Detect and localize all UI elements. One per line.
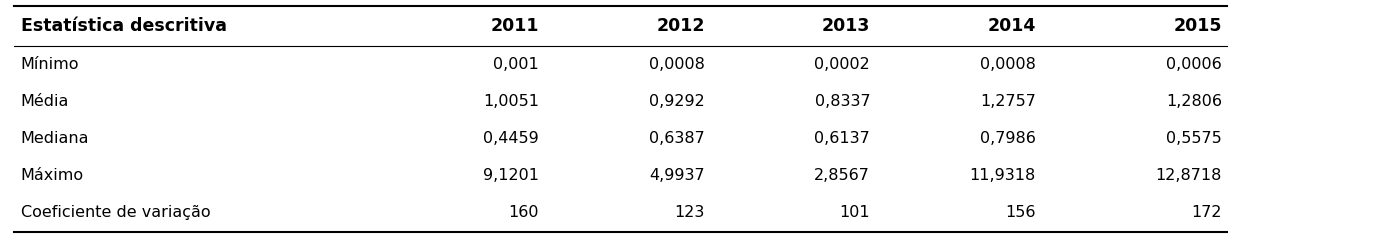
Text: 2,8567: 2,8567 bbox=[814, 168, 870, 183]
Text: Máximo: Máximo bbox=[21, 168, 84, 183]
Text: 0,8337: 0,8337 bbox=[815, 94, 870, 109]
Text: Média: Média bbox=[21, 94, 69, 109]
Text: 160: 160 bbox=[509, 205, 539, 220]
Text: 0,7986: 0,7986 bbox=[979, 131, 1036, 146]
Text: 0,5575: 0,5575 bbox=[1167, 131, 1222, 146]
Text: 9,1201: 9,1201 bbox=[483, 168, 539, 183]
Text: 2015: 2015 bbox=[1174, 17, 1222, 35]
Text: 0,9292: 0,9292 bbox=[650, 94, 705, 109]
Text: 0,0006: 0,0006 bbox=[1167, 57, 1222, 72]
Text: 2013: 2013 bbox=[822, 17, 870, 35]
Text: Mediana: Mediana bbox=[21, 131, 90, 146]
Text: 2011: 2011 bbox=[491, 17, 539, 35]
Text: 123: 123 bbox=[674, 205, 705, 220]
Text: 1,2757: 1,2757 bbox=[979, 94, 1036, 109]
Text: 2014: 2014 bbox=[987, 17, 1036, 35]
Text: 0,0008: 0,0008 bbox=[979, 57, 1036, 72]
Text: 0,0008: 0,0008 bbox=[648, 57, 705, 72]
Text: 101: 101 bbox=[840, 205, 870, 220]
Text: Coeficiente de variação: Coeficiente de variação bbox=[21, 205, 211, 220]
Text: Estatística descritiva: Estatística descritiva bbox=[21, 17, 226, 35]
Text: 4,9937: 4,9937 bbox=[650, 168, 705, 183]
Text: 156: 156 bbox=[1005, 205, 1036, 220]
Text: 12,8718: 12,8718 bbox=[1156, 168, 1222, 183]
Text: 172: 172 bbox=[1191, 205, 1222, 220]
Text: 1,0051: 1,0051 bbox=[483, 94, 539, 109]
Text: 2012: 2012 bbox=[656, 17, 705, 35]
Text: 1,2806: 1,2806 bbox=[1165, 94, 1222, 109]
Text: 0,4459: 0,4459 bbox=[484, 131, 539, 146]
Text: 0,0002: 0,0002 bbox=[815, 57, 870, 72]
Text: 11,9318: 11,9318 bbox=[969, 168, 1036, 183]
Text: 0,6387: 0,6387 bbox=[650, 131, 705, 146]
Text: Mínimo: Mínimo bbox=[21, 57, 79, 72]
Text: 0,6137: 0,6137 bbox=[815, 131, 870, 146]
Text: 0,001: 0,001 bbox=[494, 57, 539, 72]
